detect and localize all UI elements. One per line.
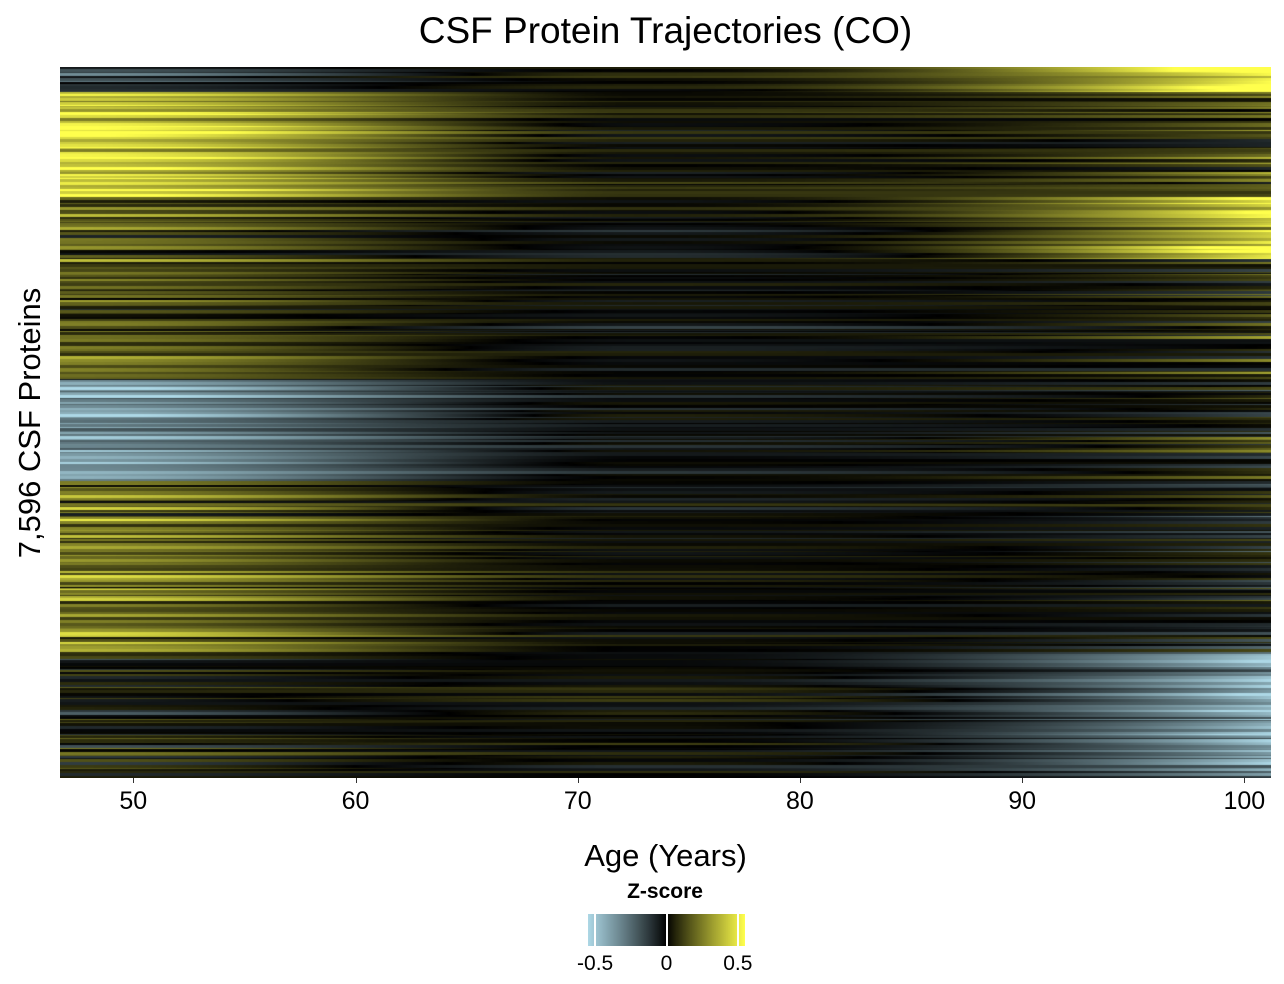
x-axis-label: Age (Years) <box>584 838 747 873</box>
x-tick-label: 80 <box>786 787 814 815</box>
colorbar-tick <box>594 914 597 946</box>
x-tick-label: 90 <box>1008 787 1037 815</box>
x-tick-mark <box>355 778 357 783</box>
x-tick-label: 60 <box>341 787 370 815</box>
x-tick-label: 70 <box>563 787 592 815</box>
heatmap-canvas[interactable] <box>60 67 1271 778</box>
chart-title: CSF Protein Trajectories (CO) <box>418 10 913 51</box>
colorbar-tick <box>736 914 739 946</box>
heatmap-panel[interactable] <box>60 67 1271 778</box>
colorbar-tick-label: -0.5 <box>577 952 614 975</box>
x-tick-mark <box>577 778 579 783</box>
x-tick-mark <box>1022 778 1024 783</box>
x-tick-mark <box>133 778 135 783</box>
y-axis-label: 7,596 CSF Proteins <box>12 287 47 559</box>
x-tick-mark <box>799 778 801 783</box>
colorbar-tick <box>665 914 668 946</box>
colorbar-title: Z-score <box>627 880 703 903</box>
x-tick-mark <box>1244 778 1246 783</box>
x-tick-label: 50 <box>119 787 148 815</box>
colorbar-tick-label: 0 <box>660 952 673 975</box>
x-tick-label: 100 <box>1223 787 1266 815</box>
colorbar-tick-label: 0.5 <box>723 952 753 975</box>
colorbar <box>588 914 745 946</box>
